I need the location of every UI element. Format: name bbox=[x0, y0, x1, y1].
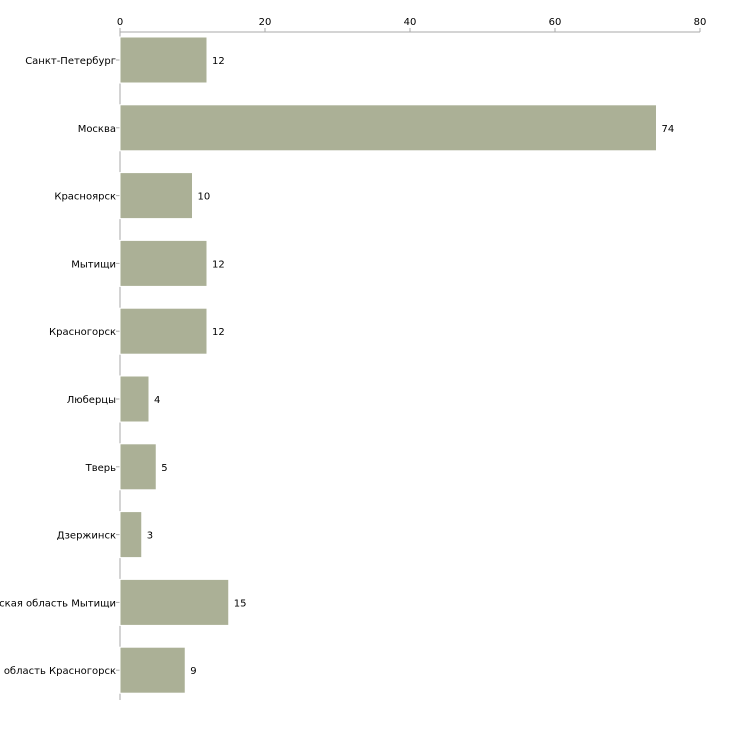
bar bbox=[119, 646, 186, 694]
data-label: 12 bbox=[212, 56, 225, 67]
bar bbox=[119, 443, 157, 491]
x-tick-label: 0 bbox=[117, 17, 123, 28]
bar bbox=[119, 239, 208, 287]
category-label: Московская область Красногорск bbox=[0, 666, 116, 677]
bar bbox=[119, 307, 208, 355]
labels-layer: Санкт-Петербург 12 Москва 74 Красноярск 10 Мыт… bbox=[0, 56, 674, 677]
data-label: 9 bbox=[190, 666, 196, 677]
category-label: Санкт-Петербург bbox=[25, 56, 116, 67]
data-label: 3 bbox=[147, 531, 153, 542]
bar bbox=[119, 172, 193, 220]
category-label: Москва bbox=[78, 124, 116, 135]
data-label: 4 bbox=[154, 395, 160, 406]
data-label: 10 bbox=[198, 192, 211, 203]
category-label: Красноярск bbox=[54, 192, 116, 203]
x-tick-label: 80 bbox=[694, 17, 707, 28]
x-tick-label: 20 bbox=[259, 17, 272, 28]
bar bbox=[119, 36, 208, 84]
x-tick-label: 40 bbox=[404, 17, 417, 28]
bar bbox=[119, 511, 143, 559]
category-label: Красногорск bbox=[49, 327, 116, 338]
bar bbox=[119, 578, 230, 626]
category-label: Московская область Мытищи bbox=[0, 598, 116, 609]
bar bbox=[119, 104, 657, 152]
category-label: Люберцы bbox=[67, 395, 116, 406]
data-label: 5 bbox=[161, 463, 167, 474]
data-label: 15 bbox=[234, 598, 247, 609]
bar bbox=[119, 375, 150, 423]
x-tick-label: 60 bbox=[549, 17, 562, 28]
category-label: Дзержинск bbox=[57, 531, 116, 542]
category-label: Мытищи bbox=[71, 259, 116, 270]
data-label: 74 bbox=[662, 124, 675, 135]
data-label: 12 bbox=[212, 327, 225, 338]
category-label: Тверь bbox=[85, 463, 117, 474]
data-label: 12 bbox=[212, 259, 225, 270]
bars-layer bbox=[119, 36, 657, 694]
